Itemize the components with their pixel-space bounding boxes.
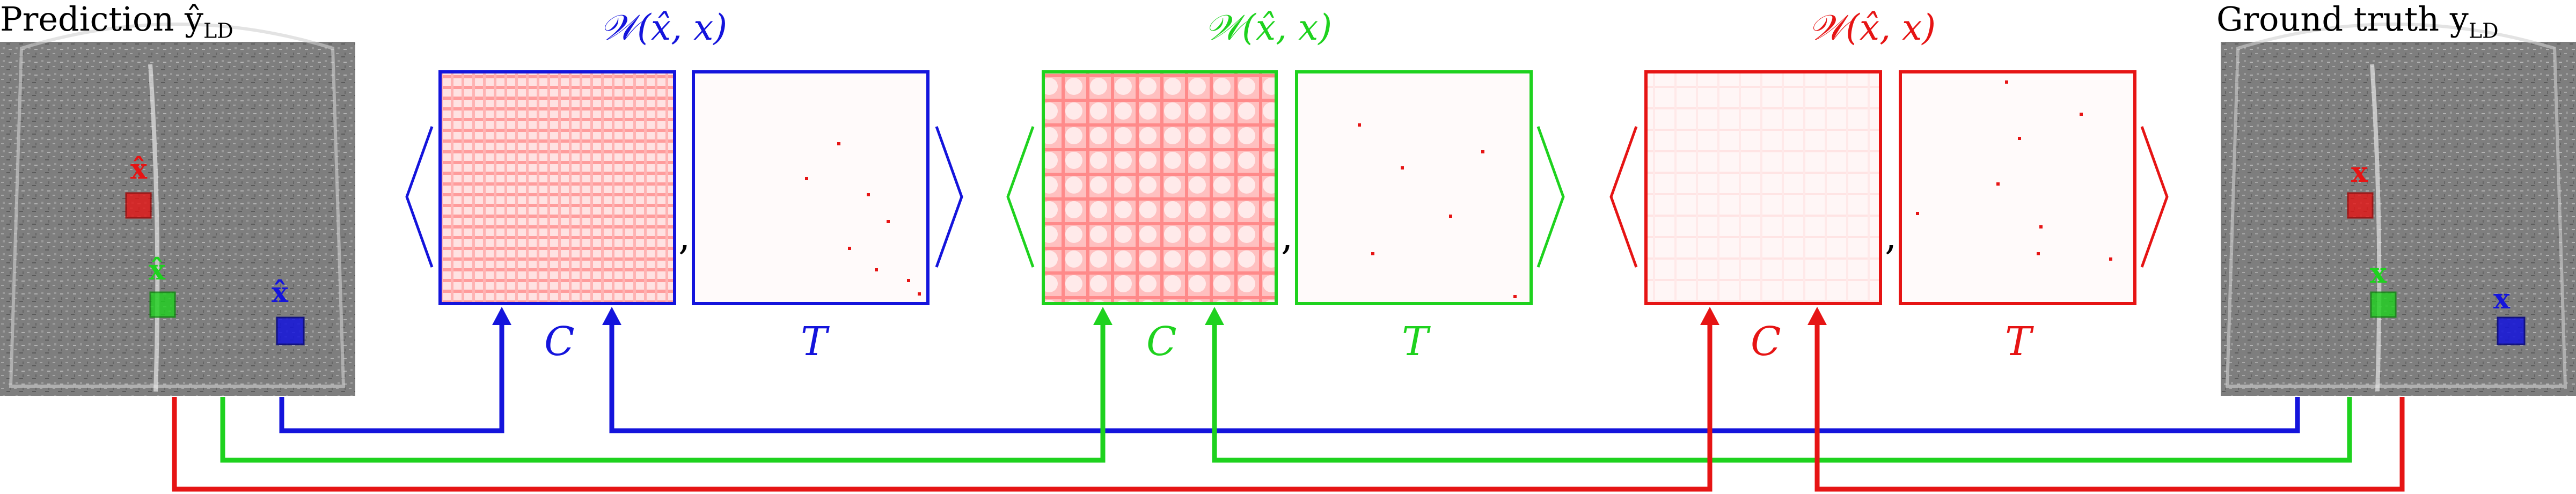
pred-green-patch-label: x̂ xyxy=(149,256,165,284)
prediction-title: Prediction ŷLD xyxy=(0,0,233,50)
left-angle-bracket-blue xyxy=(407,127,432,267)
t-label-green: T xyxy=(1402,318,1428,366)
t-label-blue: T xyxy=(801,318,827,366)
gt-green-patch xyxy=(2371,292,2396,317)
ground-truth-subscript: LD xyxy=(2469,19,2499,42)
gt-red-patch-label: x xyxy=(2351,159,2368,187)
pred-blue-patch-label: x̂ xyxy=(272,279,288,307)
gt-red-patch xyxy=(2348,193,2373,218)
wasserstein-title-blue: 𝒲(x̂, x) xyxy=(600,6,727,49)
c-label-red: C xyxy=(1751,318,1781,366)
gt-green-patch-label: x xyxy=(2370,260,2387,287)
comma-red: , xyxy=(1885,215,1897,259)
transport-matrix-red xyxy=(1900,72,2135,304)
comma-green: , xyxy=(1281,215,1293,259)
pred-red-patch xyxy=(126,193,151,218)
transport-matrix-green xyxy=(1297,72,1531,304)
comma-blue: , xyxy=(678,215,690,259)
left-angle-bracket-green xyxy=(1008,127,1033,267)
pred-red-patch-label: x̂ xyxy=(130,156,147,183)
arrow-pred-red-to-c xyxy=(174,316,1710,489)
right-angle-bracket-red xyxy=(2142,127,2167,267)
ground-truth-title: Ground truth yLD xyxy=(2216,0,2499,50)
wasserstein-title-red: 𝒲(x̂, x) xyxy=(1809,6,1936,49)
right-angle-bracket-green xyxy=(1538,127,1563,267)
transport-matrix-blue xyxy=(693,72,928,304)
right-angle-bracket-blue xyxy=(936,127,962,267)
pred-green-patch xyxy=(150,292,175,317)
c-label-green: C xyxy=(1146,318,1177,366)
gt-blue-patch-label: x xyxy=(2493,285,2510,313)
cost-matrix-blue xyxy=(440,72,675,304)
cost-matrix-red xyxy=(1646,72,1880,304)
arrow-gt-blue-to-c xyxy=(612,316,2297,431)
wasserstein-title-green: 𝒲(x̂, x) xyxy=(1205,6,1332,49)
pred-blue-patch xyxy=(277,318,304,344)
left-angle-bracket-red xyxy=(1611,127,1636,267)
t-label-red: T xyxy=(2005,318,2031,366)
prediction-subscript: LD xyxy=(203,19,233,42)
arrow-gt-green-to-c xyxy=(1214,316,2350,460)
c-label-blue: C xyxy=(544,318,575,366)
gt-blue-patch xyxy=(2498,318,2524,344)
cost-matrix-green xyxy=(1043,72,1276,304)
